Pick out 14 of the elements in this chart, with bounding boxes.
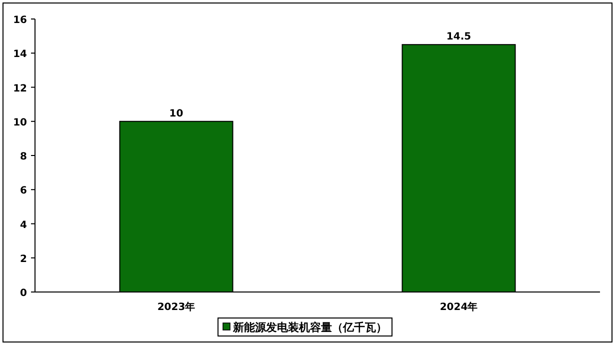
legend-label: 新能源发电装机容量（亿千瓦） [232,321,387,334]
y-tick-label: 12 [13,83,28,94]
data-label: 10 [169,108,184,120]
y-tick-label: 4 [20,220,28,231]
y-tick-label: 6 [20,186,28,197]
y-tick-label: 14 [13,49,28,60]
y-tick-label: 0 [20,288,28,299]
x-tick-label: 2024年 [440,301,478,313]
y-tick-label: 16 [13,15,28,26]
y-tick-label: 10 [13,117,28,128]
y-tick-label: 2 [20,254,28,265]
data-label: 14.5 [446,32,472,43]
x-tick-label: 2023年 [157,301,196,313]
y-tick-label: 8 [20,152,28,162]
